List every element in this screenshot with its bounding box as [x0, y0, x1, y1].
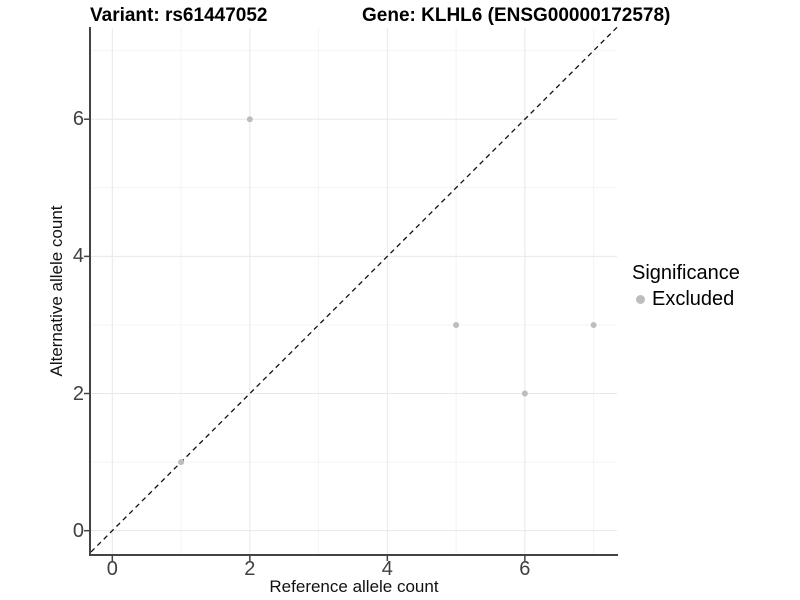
identity-line — [90, 26, 618, 553]
plot-title-gene: Gene: KLHL6 (ENSG00000172578) — [362, 5, 671, 26]
plot-panel — [84, 26, 618, 561]
x-tick-label: 6 — [519, 558, 531, 580]
plot-title-variant: Variant: rs61447052 — [90, 5, 268, 26]
excluded-point-icon — [636, 295, 645, 304]
data-point — [521, 390, 528, 397]
y-tick-label: 6 — [72, 108, 84, 131]
legend-item-excluded: Excluded — [632, 288, 740, 311]
y-axis-title: Alternative allele count — [47, 205, 66, 377]
x-axis-title: Reference allele count — [269, 577, 439, 596]
x-tick-label: 0 — [106, 558, 118, 580]
data-point — [246, 116, 253, 123]
data-point — [453, 321, 460, 328]
y-tick-label: 0 — [72, 519, 84, 542]
legend: Significance Excluded — [632, 262, 740, 311]
scatter-plot-svg — [84, 26, 618, 561]
legend-title: Significance — [632, 262, 740, 284]
data-point — [178, 459, 185, 466]
legend-item-label: Excluded — [652, 288, 735, 310]
data-point — [590, 321, 597, 328]
y-tick-label: 2 — [72, 382, 84, 405]
x-tick-label: 2 — [244, 558, 256, 580]
x-tick-label: 4 — [381, 558, 393, 580]
y-tick-label: 4 — [72, 245, 84, 268]
